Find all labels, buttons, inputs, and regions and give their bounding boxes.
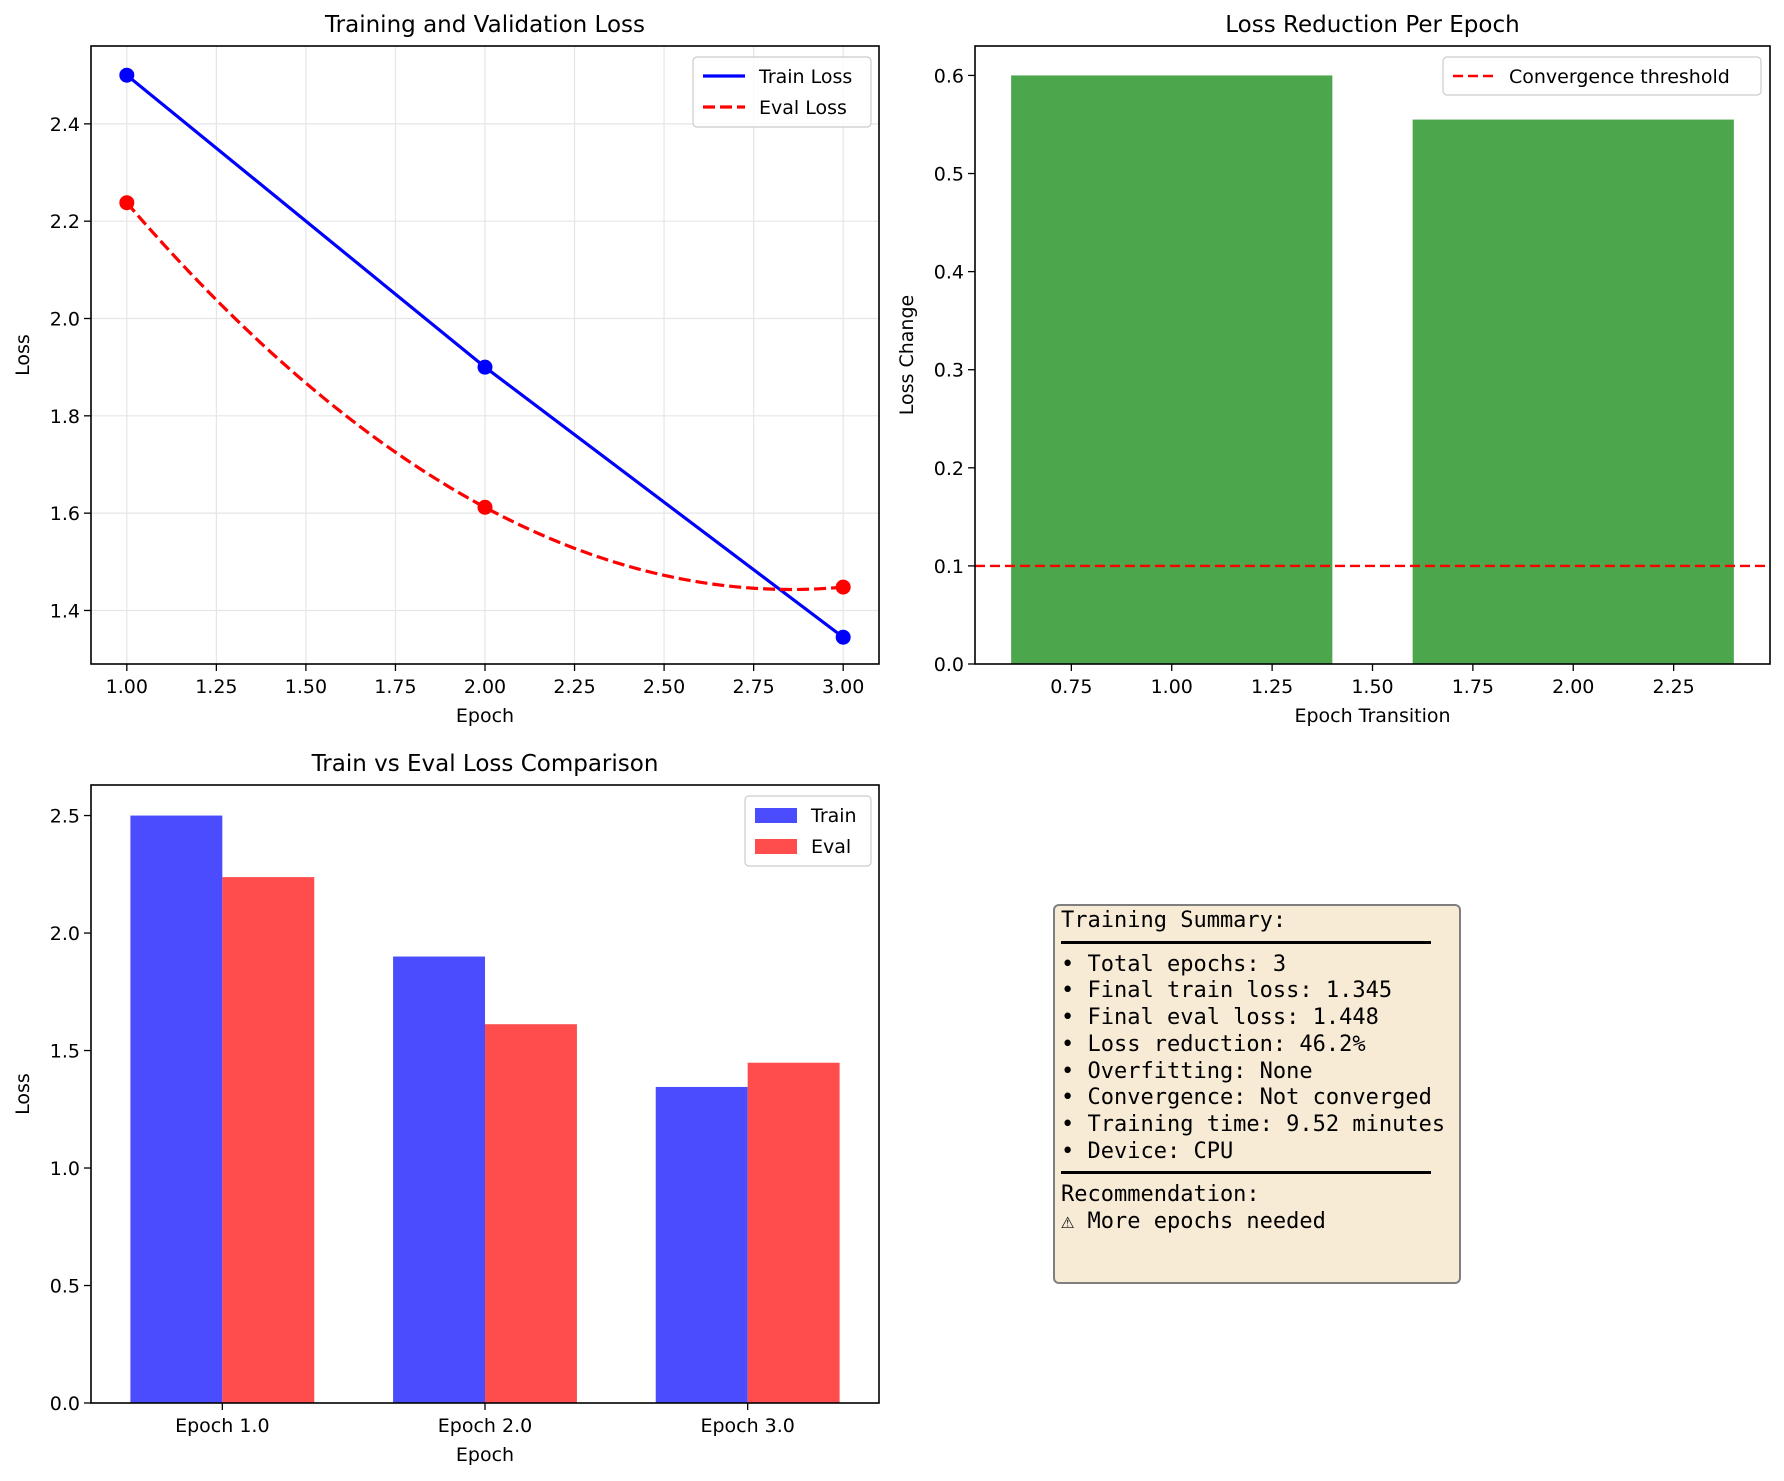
summary-divider — [1061, 940, 1431, 944]
x-tick-label: 2.25 — [1652, 676, 1694, 698]
summary-divider — [1061, 1171, 1431, 1175]
data-point — [119, 67, 135, 83]
training-summary-box: Training Summary: • Total epochs: 3 • Fina… — [1053, 904, 1461, 1284]
x-tick-label: 2.25 — [553, 676, 595, 698]
y-tick-label: 0.5 — [50, 1276, 80, 1298]
y-tick-label: 0.0 — [50, 1393, 80, 1415]
bar — [222, 877, 315, 1403]
x-tick-label: 1.50 — [1351, 676, 1393, 698]
x-axis-label: Epoch — [456, 705, 514, 727]
x-axis-label: Epoch Transition — [1294, 705, 1450, 727]
y-axis-label: Loss — [12, 1073, 34, 1115]
summary-line: • Final eval loss: 1.448 — [1061, 1005, 1379, 1031]
legend-swatch — [755, 808, 797, 823]
legend-label: Eval Loss — [759, 97, 847, 119]
y-tick-label: 2.5 — [50, 806, 80, 828]
bar — [130, 815, 223, 1403]
x-tick-label: 2.75 — [732, 676, 774, 698]
summary-header: Training Summary: — [1061, 908, 1287, 933]
y-tick-label: 0.1 — [934, 556, 964, 578]
recommendation-text: ⚠ More epochs needed — [1061, 1209, 1326, 1235]
y-tick-label: 1.5 — [50, 1041, 80, 1063]
y-axis-label: Loss — [12, 334, 34, 376]
y-tick-label: 1.4 — [50, 600, 80, 622]
x-tick-label: 1.00 — [1151, 676, 1193, 698]
x-axis-label: Epoch — [456, 1444, 514, 1466]
chart-title: Train vs Eval Loss Comparison — [311, 751, 659, 777]
data-point — [835, 629, 851, 645]
y-tick-label: 0.0 — [934, 654, 964, 676]
y-tick-label: 1.6 — [50, 503, 80, 525]
summary-line: • Total epochs: 3 — [1061, 951, 1287, 977]
summary-line: • Training time: 9.52 minutes — [1061, 1111, 1446, 1137]
chart-2: 0.0 0.1 0.2 0.3 0.4 0.5 0.6 0.75 1.00 1.25 1.50 1.7… — [896, 12, 1771, 727]
x-tick-label: Epoch 1.0 — [175, 1415, 269, 1437]
chart-3: 0.0 0.5 1.0 1.5 2.0 2.5 Epoch 1.0 Epoch 2.0 Epoc… — [12, 751, 880, 1466]
chart-1: 1.4 1.6 1.8 2.0 2.2 2.4 1.00 1.25 1.50 1.75 2.00 2.… — [12, 12, 880, 727]
y-axis-label: Loss Change — [896, 295, 918, 415]
x-tick-label: Epoch 3.0 — [700, 1415, 794, 1437]
series-line — [125, 201, 844, 592]
chart-title: Loss Reduction Per Epoch — [1225, 12, 1519, 38]
x-tick-label: 2.50 — [643, 676, 685, 698]
bar — [655, 1086, 748, 1403]
y-tick-label: 0.4 — [934, 262, 964, 284]
x-tick-label: 1.50 — [285, 676, 327, 698]
x-tick-label: 3.00 — [822, 676, 864, 698]
data-point — [835, 579, 851, 595]
bar — [485, 1024, 577, 1403]
legend-label: Eval — [811, 836, 851, 858]
legend — [1442, 56, 1762, 96]
bar — [747, 1062, 840, 1403]
y-tick-label: 0.5 — [934, 164, 964, 186]
data-point — [477, 499, 493, 515]
legend-label: Train — [810, 805, 857, 827]
y-tick-label: 0.6 — [934, 65, 964, 87]
x-tick-label: 1.25 — [1251, 676, 1293, 698]
x-tick-label: 2.00 — [464, 676, 506, 698]
summary-line: • Device: CPU — [1061, 1138, 1234, 1164]
y-tick-label: 0.2 — [934, 458, 964, 480]
x-tick-label: Epoch 2.0 — [438, 1415, 532, 1437]
data-point — [477, 359, 493, 375]
y-tick-label: 2.4 — [50, 114, 80, 136]
summary-line: • Loss reduction: 46.2% — [1061, 1031, 1366, 1057]
y-tick-label: 0.3 — [934, 360, 964, 382]
x-tick-label: 1.00 — [106, 676, 148, 698]
summary-line: • Final train loss: 1.345 — [1061, 978, 1393, 1004]
y-tick-label: 1.8 — [50, 406, 80, 428]
x-tick-label: 1.25 — [195, 676, 237, 698]
summary-line: • Convergence: Not converged — [1061, 1085, 1432, 1111]
x-tick-label: 0.75 — [1050, 676, 1092, 698]
x-tick-label: 1.75 — [1452, 676, 1494, 698]
chart-title: Training and Validation Loss — [324, 12, 645, 38]
legend-label: Train Loss — [758, 66, 852, 88]
y-tick-label: 2.0 — [50, 309, 80, 331]
x-tick-label: 2.00 — [1552, 676, 1594, 698]
bar — [1412, 119, 1734, 665]
data-point — [119, 195, 135, 211]
x-tick-label: 1.75 — [374, 676, 416, 698]
y-tick-label: 1.0 — [50, 1158, 80, 1180]
recommendation-label: Recommendation: — [1061, 1182, 1260, 1208]
y-tick-label: 2.2 — [50, 211, 80, 233]
y-tick-label: 2.0 — [50, 923, 80, 945]
bar — [393, 956, 485, 1403]
bar — [1011, 75, 1333, 664]
legend-label: Convergence threshold — [1509, 66, 1730, 88]
legend-swatch — [755, 839, 797, 854]
summary-line: • Overfitting: None — [1061, 1058, 1313, 1084]
